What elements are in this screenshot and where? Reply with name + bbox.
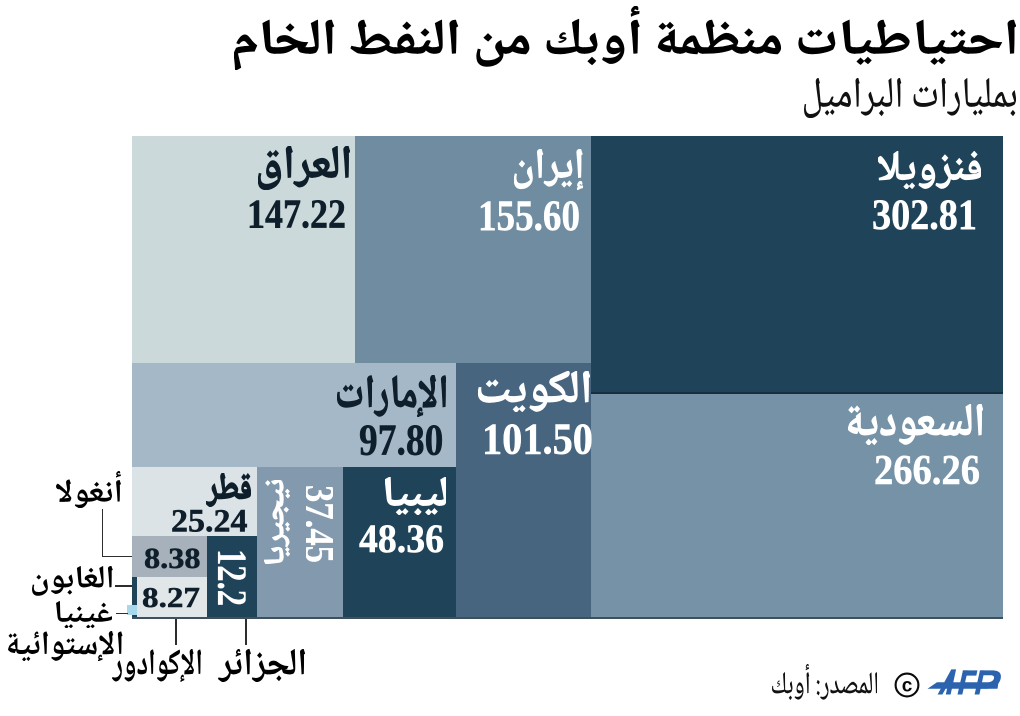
svg-text:101.50: 101.50 (482, 413, 593, 463)
svg-text:c: c (902, 676, 913, 697)
svg-text:97.80: 97.80 (359, 415, 443, 464)
svg-text:25.24: 25.24 (171, 503, 248, 539)
svg-text:37.45: 37.45 (306, 485, 333, 563)
svg-text:302.81: 302.81 (872, 191, 977, 239)
svg-text:155.60: 155.60 (478, 192, 580, 240)
svg-text:48.36: 48.36 (359, 516, 444, 561)
svg-text:12.2: 12.2 (218, 549, 246, 606)
svg-text:266.26: 266.26 (874, 447, 980, 494)
svg-text:147.22: 147.22 (247, 191, 346, 237)
svg-text:8.38: 8.38 (144, 542, 201, 575)
svg-text:8.27: 8.27 (142, 582, 200, 614)
